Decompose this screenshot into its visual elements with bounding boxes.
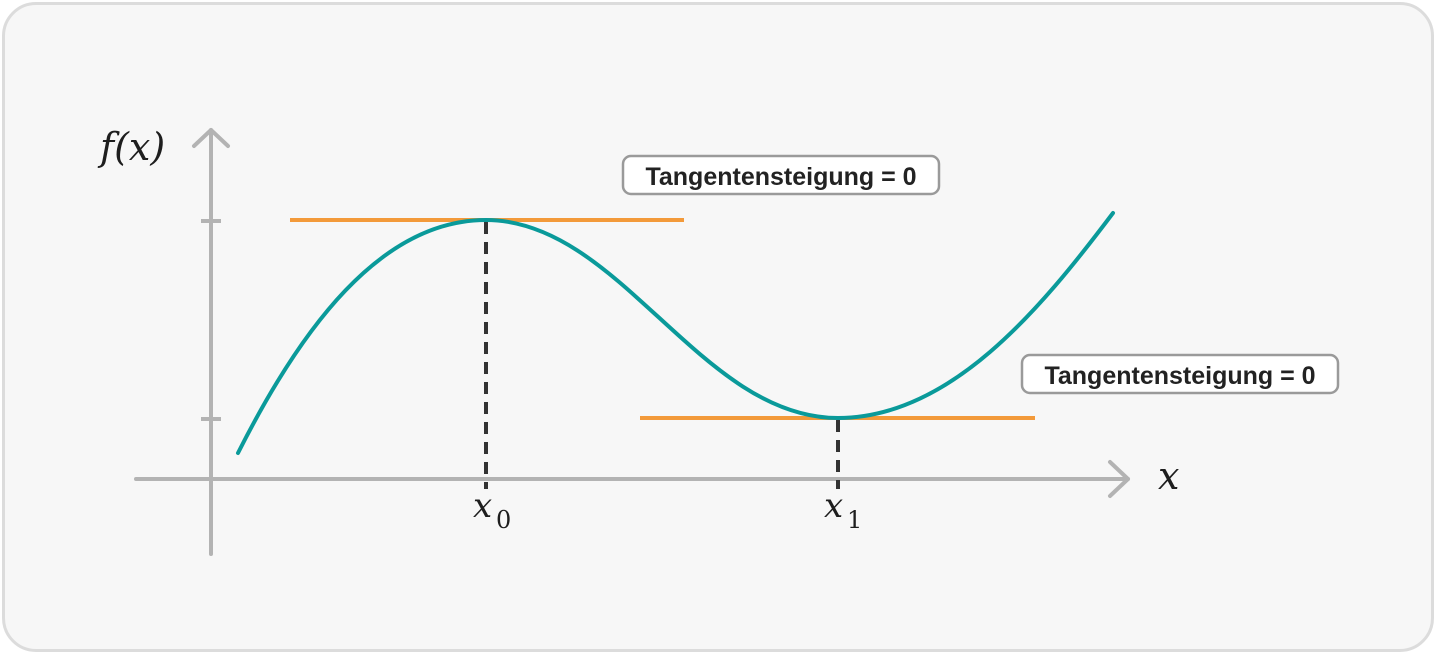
x-axis-label: x — [1158, 454, 1179, 498]
function-curve — [236, 211, 1115, 455]
point-label-x1-base: x — [824, 486, 843, 526]
callout-min-box — [1020, 353, 1340, 395]
callout-max-text: Tangentensteigung = 0 — [645, 163, 916, 191]
point-label-x0-base: x — [473, 486, 492, 526]
point-label-x1: x 1 — [824, 486, 862, 534]
point-label-x1-sub: 1 — [847, 506, 862, 534]
x-axis-arrowhead — [1108, 460, 1130, 498]
point-label-x0: x 0 — [473, 486, 511, 534]
callout-min-text: Tangentensteigung = 0 — [1044, 362, 1315, 390]
point-label-x0-sub: 0 — [496, 506, 511, 534]
axes — [134, 128, 1130, 556]
callout-min: Tangentensteigung = 0 — [1020, 353, 1340, 395]
callout-max: Tangentensteigung = 0 — [621, 154, 941, 196]
y-axis-label: f(x) — [97, 125, 165, 169]
callout-max-box — [621, 154, 941, 196]
y-axis-arrowhead — [192, 128, 230, 148]
